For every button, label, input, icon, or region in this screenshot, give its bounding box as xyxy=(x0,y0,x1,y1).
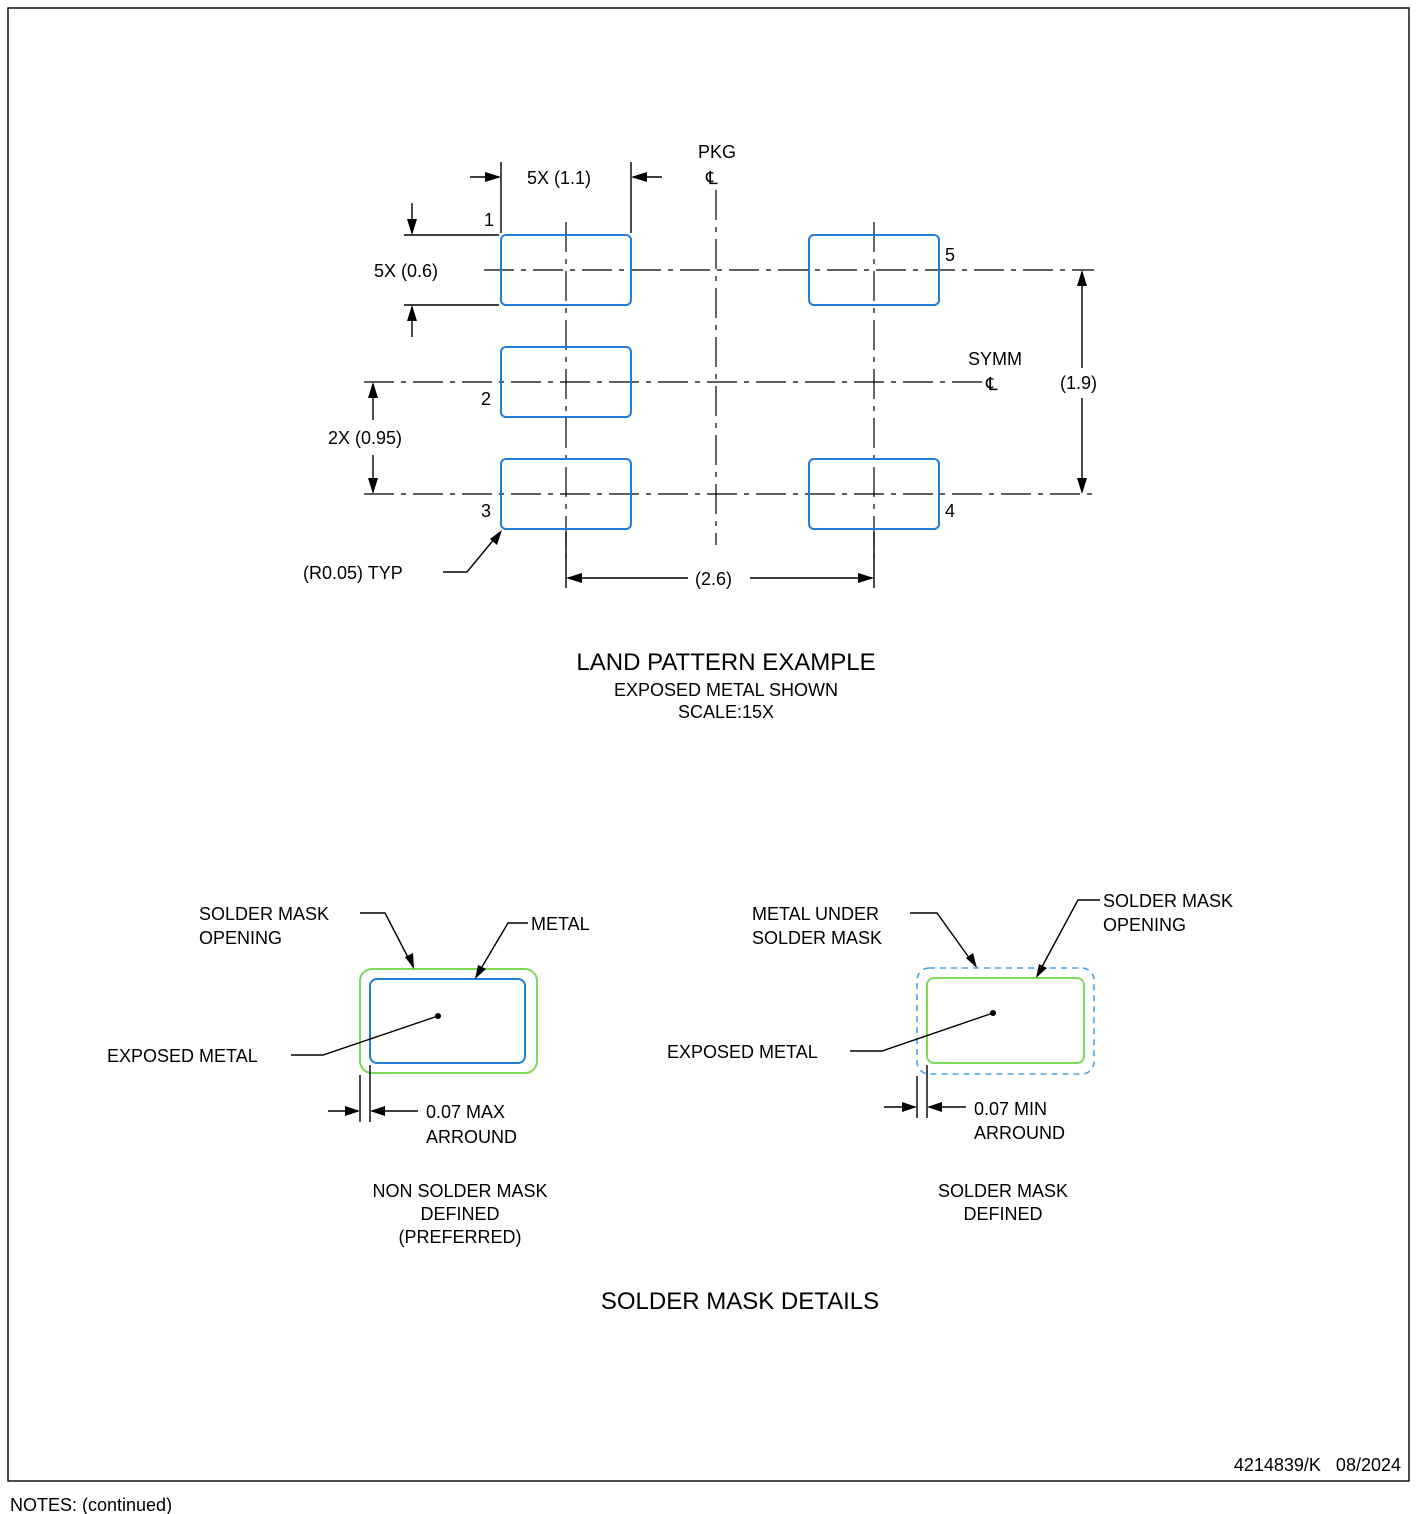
land-pattern-scale: SCALE:15X xyxy=(678,702,774,722)
smd-metal-under-label-1: METAL UNDER xyxy=(752,904,879,924)
nsmd-opening-leader xyxy=(360,912,414,968)
total-height-arrow-top xyxy=(1077,270,1087,286)
pad-1 xyxy=(500,234,632,306)
nsmd-caption-1: NON SOLDER MASK xyxy=(372,1181,547,1201)
pad-2 xyxy=(500,346,632,418)
pad-5 xyxy=(808,234,940,306)
nsmd-mask-opening xyxy=(359,968,538,1074)
spacing-arrow-left xyxy=(566,573,582,583)
spacing-dim-label: (2.6) xyxy=(695,569,732,589)
land-pattern-title: LAND PATTERN EXAMPLE xyxy=(576,649,875,676)
height-arrow-top xyxy=(407,219,417,235)
pin-2-label: 2 xyxy=(481,389,491,409)
smd-exposed-label: EXPOSED METAL xyxy=(667,1042,818,1062)
smd-gap-label-2: ARROUND xyxy=(974,1123,1065,1143)
pin-1-label: 1 xyxy=(484,210,494,230)
nsmd-opening-arrow xyxy=(405,953,414,969)
smd-metal-under-leader xyxy=(910,912,976,967)
smd-gap-arrow-left xyxy=(902,1102,917,1112)
pkg-centerline-symbol: ℄ xyxy=(705,168,718,188)
nsmd-exposed-label: EXPOSED METAL xyxy=(107,1046,258,1066)
drawing-frame xyxy=(7,7,1410,1482)
doc-number: 4214839/K 08/2024 xyxy=(1234,1455,1401,1475)
pitch-dim-label: 2X (0.95) xyxy=(328,428,402,448)
pitch-arrow-top xyxy=(368,382,378,398)
nsmd-exposed-leader xyxy=(291,1015,439,1056)
smd-opening-label-1: SOLDER MASK xyxy=(1103,891,1233,911)
nsmd-caption-3: (PREFERRED) xyxy=(398,1227,521,1247)
nsmd-opening-label-1: SOLDER MASK xyxy=(199,904,329,924)
nsmd-metal-arrow xyxy=(475,965,486,979)
nsmd-gap-arrow-left xyxy=(345,1106,360,1116)
smd-mask-opening xyxy=(926,977,1085,1064)
smd-opening-arrow xyxy=(1036,964,1047,978)
radius-leader xyxy=(443,531,501,573)
notes-label: NOTES: (continued) xyxy=(10,1495,172,1514)
smd-caption-2: DEFINED xyxy=(963,1204,1042,1224)
radius-arrow xyxy=(490,530,502,545)
nsmd-gap-arrow-right xyxy=(370,1106,385,1116)
smd-metal-under-label-2: SOLDER MASK xyxy=(752,928,882,948)
pkg-label: PKG xyxy=(698,142,736,162)
nsmd-gap-label-2: ARROUND xyxy=(426,1127,517,1147)
land-pattern-subtitle: EXPOSED METAL SHOWN xyxy=(614,680,838,700)
smd-metal-under-mask xyxy=(916,967,1095,1075)
pad-4 xyxy=(808,458,940,530)
width-dim-label: 5X (1.1) xyxy=(527,168,591,188)
nsmd-opening-label-2: OPENING xyxy=(199,928,282,948)
pin-4-label: 4 xyxy=(945,501,955,521)
smd-gap-arrow-right xyxy=(927,1102,942,1112)
pin-5-label: 5 xyxy=(945,245,955,265)
pad-3 xyxy=(500,458,632,530)
width-arrow-right xyxy=(631,172,647,182)
nsmd-gap-label-1: 0.07 MAX xyxy=(426,1102,505,1122)
solder-mask-details-title: SOLDER MASK DETAILS xyxy=(601,1288,879,1315)
smd-gap-label-1: 0.07 MIN xyxy=(974,1099,1047,1119)
width-arrow-left xyxy=(485,172,501,182)
symm-label: SYMM xyxy=(968,349,1022,369)
height-dim-label: 5X (0.6) xyxy=(374,261,438,281)
smd-exposed-leader xyxy=(850,1012,994,1052)
total-height-dim-label: (1.9) xyxy=(1060,373,1097,393)
pitch-arrow-bottom xyxy=(368,478,378,494)
symm-centerline-symbol: ℄ xyxy=(985,374,998,394)
height-arrow-bottom xyxy=(407,305,417,321)
smd-opening-label-2: OPENING xyxy=(1103,915,1186,935)
spacing-arrow-right xyxy=(858,573,874,583)
smd-opening-leader xyxy=(1036,899,1100,977)
nsmd-caption-2: DEFINED xyxy=(420,1204,499,1224)
radius-dim-label: (R0.05) TYP xyxy=(303,563,403,583)
nsmd-metal-leader xyxy=(475,922,528,978)
total-height-arrow-bottom xyxy=(1077,478,1087,494)
nsmd-metal xyxy=(369,978,526,1064)
nsmd-metal-label: METAL xyxy=(531,914,590,934)
pin-3-label: 3 xyxy=(481,501,491,521)
smd-metal-under-arrow xyxy=(966,953,977,968)
smd-caption-1: SOLDER MASK xyxy=(938,1181,1068,1201)
